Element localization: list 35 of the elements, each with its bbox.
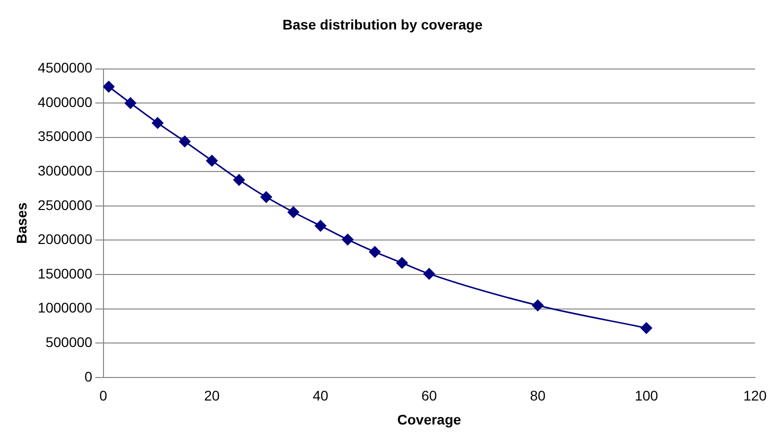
y-tick-label: 2000000 [38,231,93,248]
point [288,206,300,218]
point [640,322,652,334]
y-tick-label: 3000000 [38,162,93,179]
point [152,117,164,129]
x-tick-label: 100 [634,388,658,404]
y-tick-label: 1500000 [38,265,93,282]
x-tick-label: 60 [421,388,438,404]
point [103,80,114,92]
point [233,174,245,186]
point [532,300,544,312]
y-tick-label: 3500000 [38,128,93,144]
point [206,154,218,166]
y-tick-label: 1000000 [38,300,93,316]
y-tick-label: 4500000 [38,60,93,76]
x-tick-label: 0 [99,388,108,404]
point [369,246,381,258]
point [396,257,408,269]
y-tick-label: 500000 [46,334,93,350]
point [314,220,326,232]
x-tick-label: 20 [204,388,220,404]
point [342,234,354,246]
chart-title: Base distribution by coverage [282,16,483,32]
point [179,136,191,148]
point [423,268,435,280]
point [124,97,136,109]
y-tick-label: 4000000 [38,94,93,110]
x-axis-title: Coverage [397,411,462,428]
x-tick-label: 120 [743,388,767,404]
point [260,191,272,203]
x-tick-label: 80 [530,388,546,404]
x-tick-label: 40 [312,388,329,404]
y-tick-label: 2500000 [38,196,93,213]
y-axis-title: Bases [13,202,30,244]
y-tick-label: 0 [84,368,93,384]
